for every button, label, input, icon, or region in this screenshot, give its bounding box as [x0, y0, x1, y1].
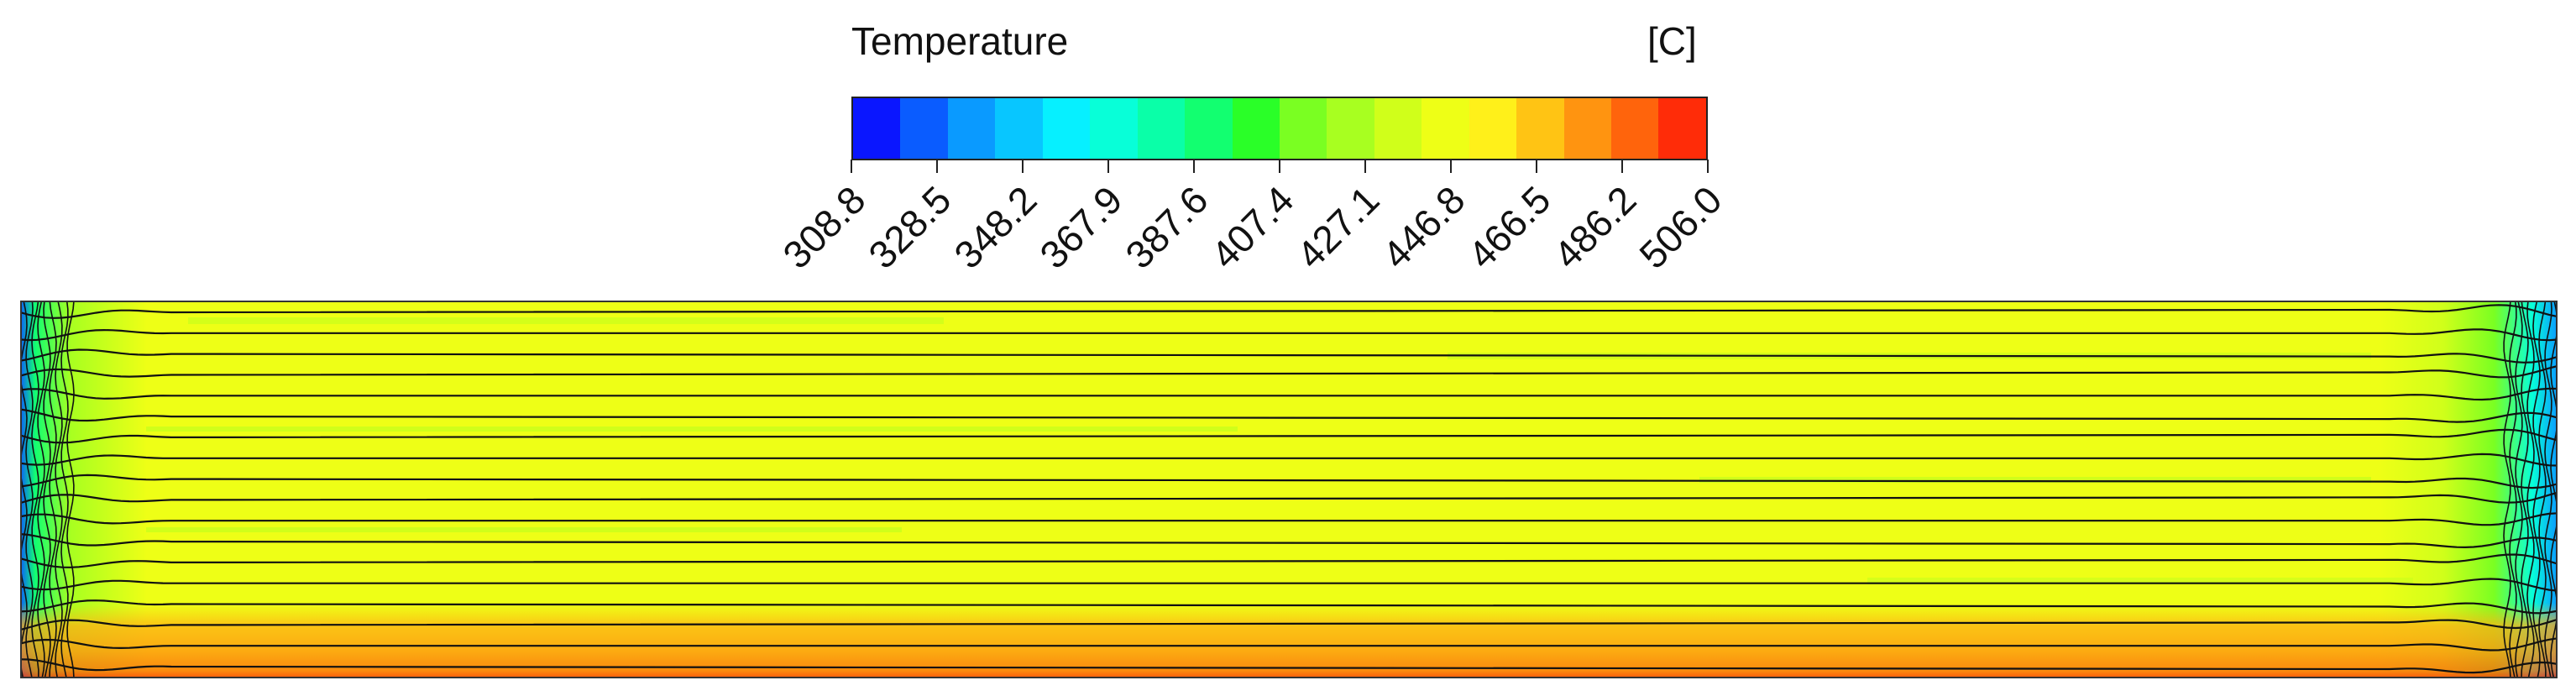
edge-contour-line: [2538, 301, 2547, 678]
colorbar-segment: [1658, 98, 1706, 159]
edge-contour-line: [49, 301, 57, 678]
colorbar-tick-label: 506.0: [1631, 177, 1730, 277]
edge-contour-line: [2515, 301, 2523, 678]
edge-contour-line: [31, 301, 39, 678]
colorbar-segment: [995, 98, 1043, 159]
edge-contour-line: [55, 301, 63, 678]
contour-line: [20, 474, 2558, 489]
colorbar-title: Temperature: [851, 19, 1069, 63]
colorbar-segment: [1563, 98, 1611, 159]
contour-line: [20, 408, 2558, 423]
contour-line: [20, 637, 2558, 652]
colorbar-tick: [936, 160, 938, 173]
colorbar-tick: [1193, 160, 1195, 173]
edge-contour-line: [2521, 301, 2529, 678]
colorbar-tick-label: 486.2: [1545, 177, 1645, 277]
contour-line: [20, 512, 2558, 526]
field-border: [20, 301, 2558, 678]
colorbar-tick: [1621, 160, 1623, 173]
colorbar-segment: [1042, 98, 1091, 159]
colorbar-tick: [1279, 160, 1280, 173]
edge-contour-line: [43, 301, 51, 678]
edge-contour-line: [2526, 301, 2535, 678]
edge-contour-line: [2503, 301, 2511, 678]
colorbar-segment: [1232, 98, 1280, 159]
contour-line: [20, 599, 2558, 615]
contour-line: [20, 453, 2558, 467]
colorbar-segment: [1090, 98, 1138, 159]
colorbar: [851, 97, 1708, 160]
colorbar-segment: [900, 98, 948, 159]
colorbar-segment: [1611, 98, 1659, 159]
contour-line: [20, 387, 2558, 401]
colorbar-tick-label: 348.2: [945, 177, 1045, 277]
edge-contour-line: [25, 301, 34, 678]
contour-line: [20, 658, 2558, 674]
edge-contour-line: [2544, 301, 2552, 678]
contour-line: [20, 364, 2558, 379]
colorbar-tick: [851, 160, 852, 173]
colorbar-tick: [1536, 160, 1537, 173]
contour-line: [20, 304, 2558, 319]
colorbar-segment: [1374, 98, 1422, 159]
colorbar-segment: [1327, 98, 1374, 159]
colorbar-tick: [1364, 160, 1366, 173]
contour-line: [20, 533, 2558, 549]
colorbar-tick: [1450, 160, 1452, 173]
edge-contour-line: [37, 301, 45, 678]
temperature-contour-field: [20, 301, 2558, 678]
contour-lines: [20, 301, 2558, 678]
colorbar-segment: [1279, 98, 1327, 159]
colorbar-tick-label: 328.5: [860, 177, 960, 277]
contour-line: [20, 348, 2558, 364]
contour-line: [20, 491, 2558, 505]
contour-line: [20, 578, 2558, 592]
colorbar-tick-label: 427.1: [1288, 177, 1388, 277]
colorbar-tick: [1107, 160, 1109, 173]
colorbar-segment: [1185, 98, 1233, 159]
edge-contour-line: [2509, 301, 2517, 678]
colorbar-segment: [853, 98, 901, 159]
contour-line: [20, 428, 2558, 444]
colorbar-segment: [1469, 98, 1517, 159]
colorbar-segment: [1516, 98, 1564, 159]
contour-line: [20, 328, 2558, 342]
colorbar-tick-label: 446.8: [1374, 177, 1474, 277]
colorbar-tick-label: 367.9: [1031, 177, 1131, 277]
colorbar-tick-label: 407.4: [1202, 177, 1302, 277]
colorbar-segment: [1137, 98, 1186, 159]
colorbar-segment: [947, 98, 996, 159]
edge-contour-line: [66, 301, 75, 678]
colorbar-tick-label: 466.5: [1459, 177, 1559, 277]
colorbar-tick-label: 387.6: [1117, 177, 1217, 277]
colorbar-tick: [1707, 160, 1709, 173]
colorbar-tick: [1022, 160, 1024, 173]
colorbar-segment: [1422, 98, 1469, 159]
warm-bottom-band: [20, 301, 2558, 678]
edge-contour-line: [2532, 301, 2541, 678]
edge-contour-line: [60, 301, 69, 678]
colorbar-unit: [C]: [1647, 19, 1697, 63]
contour-line: [20, 618, 2558, 631]
colorbar-tick-label: 308.8: [774, 177, 874, 277]
contour-line: [20, 553, 2558, 568]
